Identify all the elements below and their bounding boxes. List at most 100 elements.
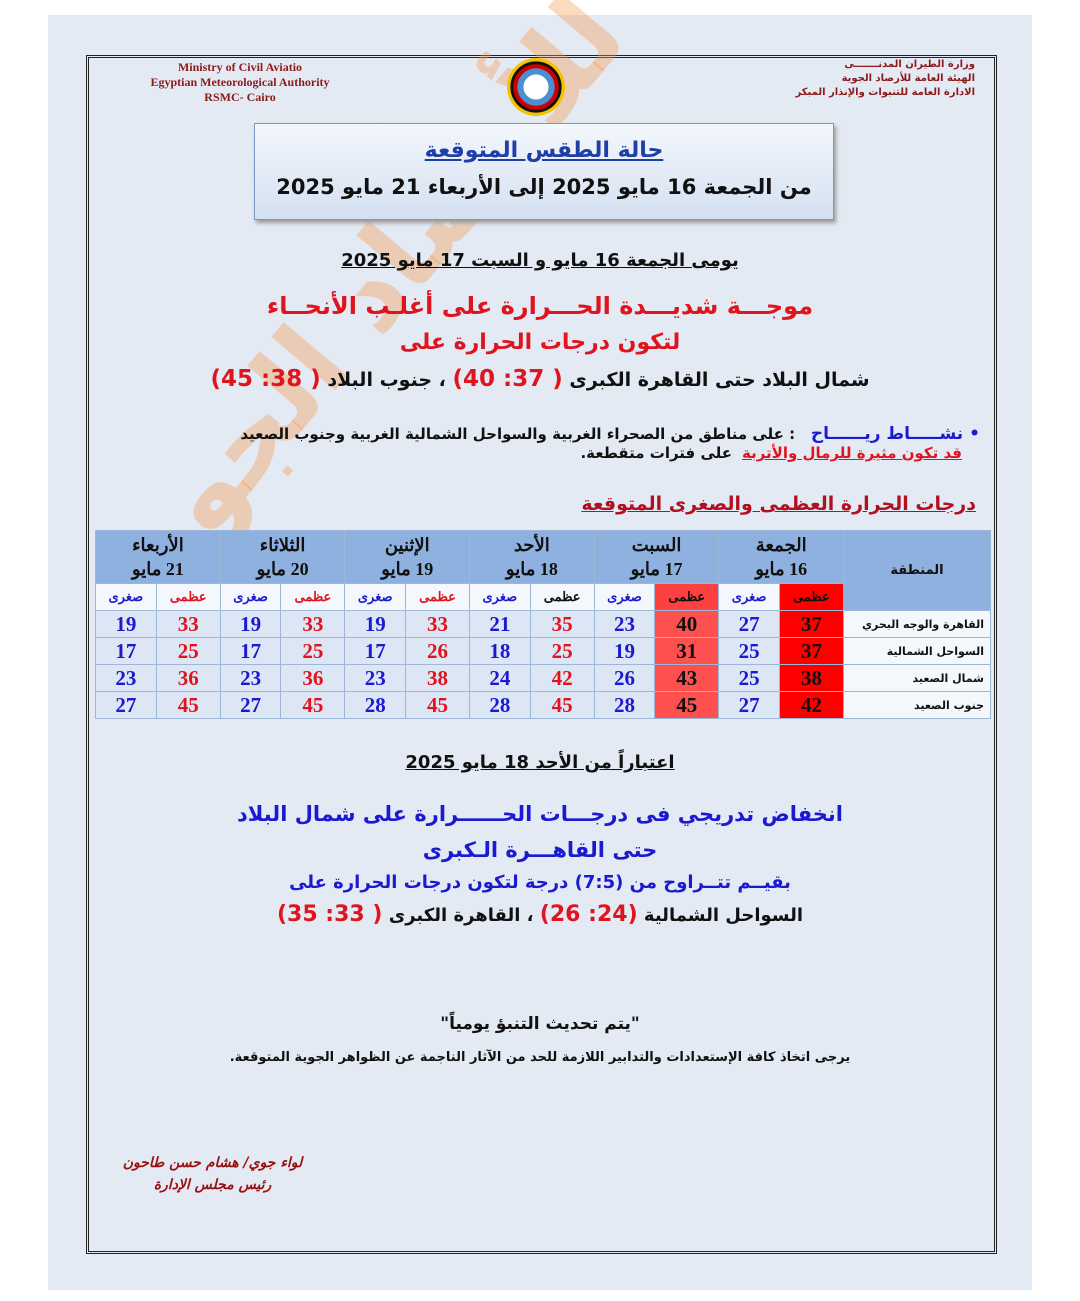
day-date: 19 مايو (381, 559, 434, 579)
min-temp: 19 (344, 610, 406, 638)
cooling-line: انخفاض تدريجي فى درجـــات الحــــــرارة … (237, 802, 843, 826)
separator: ، (526, 905, 534, 926)
min-temp: 17 (344, 637, 406, 665)
cairo-label: القاهرة الكبرى (388, 905, 521, 926)
min-temp: 27 (718, 691, 780, 719)
min-temp: 25 (718, 664, 780, 692)
region-header: المنطقة (843, 530, 991, 611)
max-temp: 45 (280, 691, 346, 719)
advice-note: يرجى اتخاذ كافة الإستعدادات والتدابير ال… (229, 1050, 851, 1065)
winds-label: نشـــــاط ريــــــاح (810, 424, 964, 444)
day-name: الثلاثاء (259, 535, 306, 555)
day-header: الأربعاء 21 مايو (95, 530, 221, 584)
section2-ranges: السواحل الشمالية (24: 26) ، القاهرة الكب… (90, 902, 990, 927)
min-temp: 23 (593, 610, 656, 638)
min-temp: 28 (469, 691, 531, 719)
min-temp: 28 (344, 691, 406, 719)
day-header: الثلاثاء 20 مايو (219, 530, 346, 584)
min-temp: 27 (718, 610, 780, 638)
page-title: حالة الطقس المتوقعة (424, 138, 664, 163)
max-temp: 38 (778, 664, 845, 692)
region-name: شمال الصعيد (843, 664, 991, 692)
center-name: RSMC- Cairo (204, 90, 276, 104)
separator: ، (438, 369, 446, 391)
section2-heading: اعتباراً من الأحد 18 مايو 2025 (405, 752, 675, 773)
north-range: ( 37: 40) (452, 366, 563, 392)
coast-label: السواحل الشمالية (643, 905, 804, 926)
south-label: جنوب البلاد (327, 369, 433, 391)
min-temp: 18 (469, 637, 531, 665)
title-box: حالة الطقس المتوقعة من الجمعة 16 مايو 20… (254, 123, 834, 220)
min-temp: 17 (95, 637, 157, 665)
winds-warning: قد تكون مثيرة للرمال والأتربة (741, 444, 962, 462)
region-name: السواحل الشمالية (843, 637, 991, 665)
max-temp: 26 (404, 637, 471, 665)
temps-intro: لتكون درجات الحرارة على (399, 330, 681, 355)
max-temp: 43 (654, 664, 720, 692)
min-label: صغرى (593, 583, 656, 611)
day-name: الإثنين (384, 535, 430, 555)
day-header: الجمعة 16 مايو (718, 530, 844, 584)
ema-logo (507, 58, 565, 116)
day-date: 16 مايو (755, 559, 808, 579)
day-name: السبت (631, 535, 682, 555)
max-temp: 36 (155, 664, 221, 692)
forecast-period: من الجمعة 16 مايو 2025 إلى الأربعاء 21 م… (276, 175, 812, 199)
max-temp: 25 (280, 637, 346, 665)
cooling-line2: حتى القاهـــرة الـكبرى (422, 838, 658, 862)
day-date: 21 مايو (131, 559, 184, 579)
min-temp: 17 (219, 637, 282, 665)
max-temp: 37 (778, 637, 845, 665)
max-temp: 33 (280, 610, 346, 638)
max-label: عظمى (155, 583, 221, 611)
max-label: عظمى (280, 583, 346, 611)
north-label: شمال البلاد حتى القاهرة الكبرى (569, 369, 870, 391)
max-label: عظمى (529, 583, 595, 611)
max-label: عظمى (778, 583, 845, 611)
min-label: صغرى (718, 583, 780, 611)
max-temp: 42 (529, 664, 595, 692)
winds-text2: على فترات متقطعة. (580, 444, 732, 462)
day-date: 20 مايو (256, 559, 309, 579)
max-label: عظمى (654, 583, 720, 611)
day-header: السبت 17 مايو (593, 530, 720, 584)
min-temp: 21 (469, 610, 531, 638)
heatwave-line: موجـــة شديـــدة الحـــرارة على أغلـب ال… (266, 292, 814, 320)
max-temp: 38 (404, 664, 471, 692)
south-range: ( 38: 45) (210, 366, 321, 392)
day-header: الإثنين 19 مايو (344, 530, 471, 584)
ministry-name: Ministry of Civil Aviatio (177, 60, 303, 74)
min-temp: 28 (593, 691, 656, 719)
min-temp: 26 (593, 664, 656, 692)
document-frame (86, 55, 997, 1254)
temperature-table: المنطقة الجمعة 16 مايو السبت 17 مايو الأحد 18 … (95, 530, 991, 719)
ministry-name-ar: وزارة الطيران المدنـــــــى (844, 59, 975, 70)
table-row: القاهرة والوجه البحري 37 27 40 23 35 21 33 19 33 1… (95, 610, 991, 638)
max-temp: 45 (654, 691, 720, 719)
min-temp: 19 (593, 637, 656, 665)
max-temp: 25 (529, 637, 595, 665)
min-label: صغرى (344, 583, 406, 611)
table-row: جنوب الصعيد 42 27 45 28 45 28 45 28 45 27 45 27 (95, 691, 991, 719)
department-name-ar: الادارة العامة للتنبوات والإنذار المبكر (795, 87, 976, 98)
authority-name: Egyptian Meteorological Authority (150, 75, 330, 89)
min-temp: 19 (95, 610, 157, 638)
day-header: الأحد 18 مايو (469, 530, 595, 584)
table-row: السواحل الشمالية 37 25 31 19 25 18 26 17 25 17 25 17 (95, 637, 991, 665)
table-title: درجات الحرارة العظمى والصغرى المتوقعة (581, 493, 976, 515)
min-temp: 27 (219, 691, 282, 719)
table-row: شمال الصعيد 38 25 43 26 42 24 38 23 36 23 36 23 (95, 664, 991, 692)
region-name: جنوب الصعيد (843, 691, 991, 719)
max-temp: 35 (529, 610, 595, 638)
cairo-range: ( 33: 35) (276, 902, 383, 927)
english-letterhead: Ministry of Civil Aviatio Egyptian Meteo… (110, 60, 370, 105)
cooling-line3: بقيــم تتــراوح من (7:5) درجة لتكون درجا… (289, 872, 791, 893)
min-temp: 23 (344, 664, 406, 692)
day-name: الجمعة (755, 535, 807, 555)
day-date: 17 مايو (630, 559, 683, 579)
max-temp: 25 (155, 637, 221, 665)
max-temp: 42 (778, 691, 845, 719)
max-label: عظمى (404, 583, 471, 611)
min-temp: 25 (718, 637, 780, 665)
signer-name: لواء جوي/ هشام حسن طاحون (122, 1155, 303, 1171)
